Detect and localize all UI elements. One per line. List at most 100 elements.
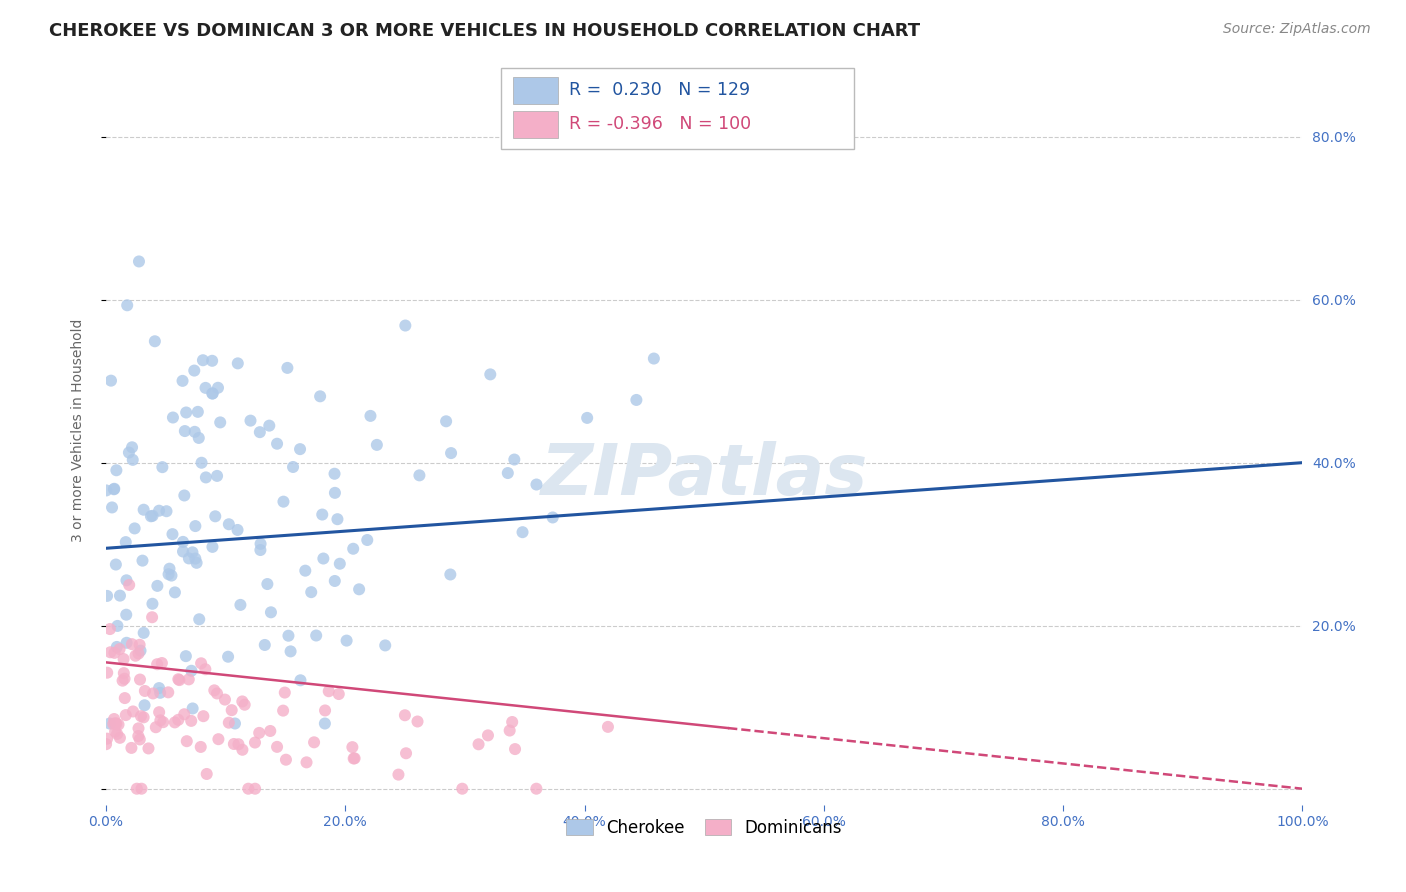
Point — [266, 739, 288, 754]
Point — [643, 351, 665, 366]
Point — [343, 751, 366, 765]
Point — [169, 673, 191, 687]
Point — [115, 636, 138, 650]
Text: CHEROKEE VS DOMINICAN 3 OR MORE VEHICLES IN HOUSEHOLD CORRELATION CHART: CHEROKEE VS DOMINICAN 3 OR MORE VEHICLES… — [49, 22, 921, 40]
Point — [233, 698, 256, 712]
Point — [247, 726, 270, 740]
Point — [231, 743, 253, 757]
Point — [128, 732, 150, 747]
Point — [323, 467, 346, 481]
Point — [128, 638, 150, 652]
Point — [229, 598, 252, 612]
Point — [274, 753, 297, 767]
Point — [249, 537, 271, 551]
Point — [108, 642, 131, 657]
Point — [228, 737, 250, 751]
Point — [501, 714, 523, 729]
Point — [104, 558, 127, 572]
Point — [186, 556, 208, 570]
Point — [201, 386, 224, 401]
Point — [387, 767, 409, 781]
Point — [101, 500, 124, 515]
Point — [526, 477, 548, 491]
Point — [96, 665, 118, 680]
Point — [129, 643, 152, 657]
Point — [145, 720, 167, 734]
Point — [157, 567, 180, 582]
Point — [114, 672, 136, 686]
Point — [280, 644, 302, 658]
Point — [596, 720, 619, 734]
Point — [132, 710, 155, 724]
Point — [451, 781, 474, 796]
Point — [205, 469, 228, 483]
Point — [302, 735, 325, 749]
Point — [395, 746, 418, 760]
Point — [187, 431, 209, 445]
Point — [359, 409, 381, 423]
Point — [108, 731, 131, 745]
Point — [281, 460, 304, 475]
Point — [524, 781, 547, 796]
Point — [131, 781, 153, 796]
Point — [121, 440, 143, 454]
Point — [115, 574, 138, 588]
Point — [149, 686, 172, 700]
Point — [120, 740, 142, 755]
Point — [312, 551, 335, 566]
Point — [162, 527, 184, 541]
Point — [121, 637, 143, 651]
Point — [191, 353, 214, 368]
Point — [190, 657, 212, 671]
Point — [98, 645, 121, 659]
Point — [221, 703, 243, 717]
Point — [105, 640, 128, 654]
Legend: Cherokee, Dominicans: Cherokee, Dominicans — [558, 811, 851, 846]
Point — [129, 673, 152, 687]
Point — [98, 622, 121, 636]
Point — [150, 460, 173, 475]
Point — [195, 767, 218, 781]
Point — [290, 673, 312, 688]
Point — [626, 392, 648, 407]
Point — [104, 716, 127, 731]
Y-axis label: 3 or more Vehicles in Household: 3 or more Vehicles in Household — [72, 318, 86, 541]
Point — [114, 708, 136, 723]
Point — [187, 405, 209, 419]
Point — [512, 525, 534, 540]
Point — [173, 488, 195, 502]
Point — [100, 374, 122, 388]
Point — [148, 681, 170, 695]
Point — [274, 685, 297, 699]
Point — [222, 737, 245, 751]
Point — [323, 486, 346, 500]
Point — [231, 694, 253, 708]
Point — [342, 541, 364, 556]
Point — [238, 781, 260, 796]
Point — [314, 703, 336, 717]
Point — [124, 648, 146, 663]
Point — [311, 508, 333, 522]
Point — [394, 318, 416, 333]
Point — [249, 425, 271, 439]
Point — [181, 701, 204, 715]
Point — [193, 709, 215, 723]
Point — [277, 629, 299, 643]
Point — [323, 574, 346, 588]
Point — [131, 554, 153, 568]
Point — [146, 579, 169, 593]
Point — [266, 436, 288, 450]
Point — [152, 715, 174, 730]
Point — [114, 691, 136, 706]
Point — [294, 564, 316, 578]
Point — [172, 374, 194, 388]
Point — [207, 381, 229, 395]
Point — [163, 715, 186, 730]
Point — [148, 504, 170, 518]
Point — [105, 463, 128, 477]
Point — [243, 781, 266, 796]
Point — [498, 723, 520, 738]
Point — [127, 729, 149, 743]
Point — [207, 732, 229, 747]
Point — [96, 731, 118, 746]
